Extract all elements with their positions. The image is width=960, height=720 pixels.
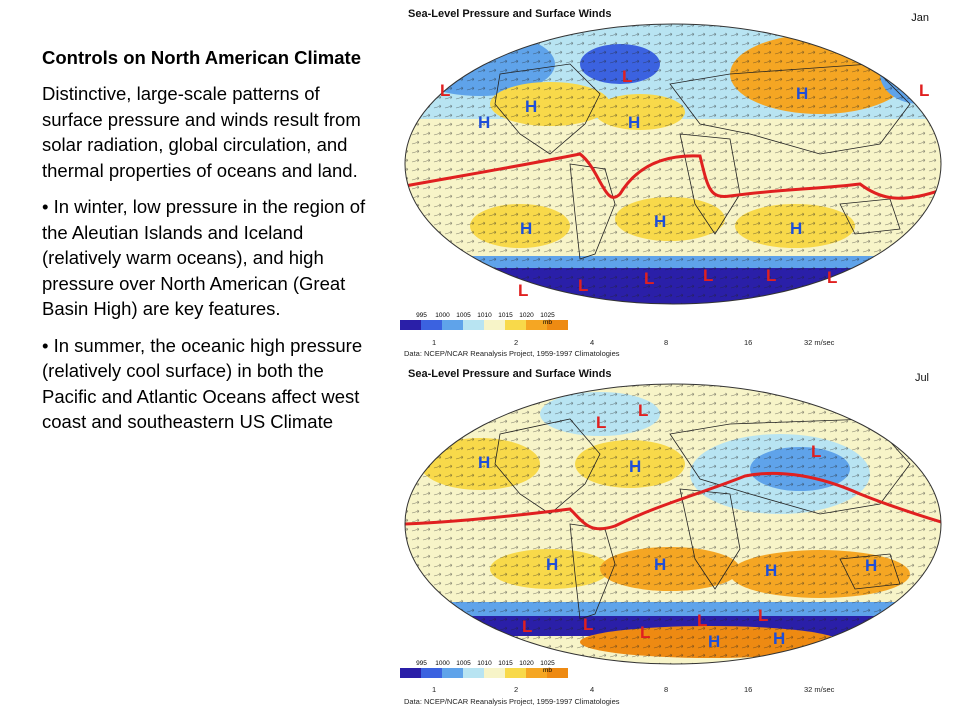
legend-swatch — [505, 320, 526, 330]
low-pressure-label: L — [811, 442, 821, 461]
low-pressure-label: L — [697, 611, 707, 630]
legend-swatch — [547, 668, 568, 678]
high-pressure-label: H — [765, 561, 777, 580]
low-pressure-label: L — [640, 623, 650, 642]
legend-label: 1020 — [519, 312, 534, 319]
high-pressure-label: H — [708, 632, 720, 651]
legend-labels: 995 1000 1005 1010 1015 1020 1025 mb — [411, 312, 558, 326]
legend-swatch — [505, 668, 526, 678]
high-pressure-label: H — [654, 212, 666, 231]
legend-label: 1015 — [498, 660, 513, 667]
legend-swatch — [484, 668, 505, 678]
pressure-color-legend — [400, 668, 568, 678]
low-pressure-label: L — [518, 281, 528, 300]
january-map-figure: L L L H H H H H H H L L L L L L — [404, 23, 942, 305]
high-pressure-label: H — [525, 97, 537, 116]
legend-label: 1015 — [498, 312, 513, 319]
legend-swatch — [400, 668, 421, 678]
january-pressure-marks: L L L H H H H H H H L L L L L L — [440, 67, 929, 300]
high-pressure-label: H — [628, 113, 640, 132]
low-pressure-label: L — [919, 81, 929, 100]
low-pressure-label: L — [827, 268, 837, 287]
vector-scale-label: 2 — [514, 685, 519, 694]
legend-swatch — [463, 320, 484, 330]
legend-swatch — [442, 668, 463, 678]
legend-swatch — [421, 668, 442, 678]
legend-swatch — [400, 320, 421, 330]
july-pressure-map: L L H H L H H H H L L L L L H H Sea-Leve… — [400, 364, 945, 716]
july-pressure-marks: L L H H L H H H H L L L L L H H — [478, 401, 877, 651]
january-pressure-map: L L L H H H H H H H L L L L L L Sea-Leve… — [400, 4, 945, 360]
pressure-color-legend — [400, 320, 568, 330]
vector-scale-label: 1 — [432, 685, 437, 694]
legend-label: 1005 — [456, 660, 471, 667]
july-map-figure: L L H H L H H H H L L L L L H H — [404, 383, 942, 665]
legend-label: 1025 mb — [540, 312, 555, 326]
low-pressure-label: L — [638, 401, 648, 420]
low-pressure-label: L — [596, 413, 606, 432]
low-pressure-label: L — [522, 617, 532, 636]
text-panel: Controls on North American Climate Disti… — [42, 44, 372, 446]
legend-label: 995 — [416, 660, 427, 667]
vector-scale-label: 32 m/sec — [804, 338, 835, 347]
legend-label: 1010 — [477, 660, 492, 667]
data-source: Data: NCEP/NCAR Reanalysis Project, 1959… — [404, 349, 620, 358]
low-pressure-label: L — [440, 81, 450, 100]
vector-scale-label: 16 — [744, 685, 753, 694]
map-month: Jul — [914, 372, 929, 384]
legend-swatch — [526, 320, 547, 330]
high-pressure-label: H — [520, 219, 532, 238]
legend-swatch — [484, 320, 505, 330]
low-pressure-label: L — [622, 67, 632, 86]
legend-label: 995 — [416, 312, 427, 319]
slide-title: Controls on North American Climate — [42, 47, 361, 68]
map-title: Sea-Level Pressure and Surface Winds — [408, 8, 612, 20]
legend-swatch — [547, 320, 568, 330]
high-pressure-label: H — [629, 457, 641, 476]
summer-bullet: • In summer, the oceanic high pressure (… — [42, 334, 363, 433]
legend-label: 1025 mb — [540, 660, 555, 674]
high-pressure-label: H — [654, 555, 666, 574]
vector-scale-label: 16 — [744, 338, 753, 347]
vector-scale-label: 8 — [664, 685, 669, 694]
vector-scale-label: 4 — [590, 685, 595, 694]
vector-scale-label: 8 — [664, 338, 669, 347]
legend-swatch — [421, 320, 442, 330]
low-pressure-label: L — [758, 606, 768, 625]
vector-scale-label: 1 — [432, 338, 437, 347]
high-pressure-label: H — [478, 453, 490, 472]
high-pressure-label: H — [796, 84, 808, 103]
legend-swatch — [526, 668, 547, 678]
legend-label: 1020 — [519, 660, 534, 667]
map-month: Jan — [911, 12, 929, 24]
high-pressure-label: H — [546, 555, 558, 574]
map-title: Sea-Level Pressure and Surface Winds — [408, 368, 612, 380]
legend-swatch — [442, 320, 463, 330]
low-pressure-label: L — [583, 615, 593, 634]
vector-scale-label: 2 — [514, 338, 519, 347]
low-pressure-label: L — [766, 266, 776, 285]
high-pressure-label: H — [773, 629, 785, 648]
vector-scale-label: 32 m/sec — [804, 685, 835, 694]
winter-bullet: • In winter, low pressure in the region … — [42, 196, 366, 319]
high-pressure-label: H — [478, 113, 490, 132]
high-pressure-label: H — [865, 556, 877, 575]
data-source: Data: NCEP/NCAR Reanalysis Project, 1959… — [404, 697, 620, 706]
vector-scale-label: 4 — [590, 338, 595, 347]
low-pressure-label: L — [644, 269, 654, 288]
legend-label: 1000 — [435, 312, 450, 319]
low-pressure-label: L — [578, 276, 588, 295]
legend-label: 1005 — [456, 312, 471, 319]
high-pressure-label: H — [790, 219, 802, 238]
legend-labels: 995 1000 1005 1010 1015 1020 1025 mb — [411, 660, 558, 674]
legend-swatch — [463, 668, 484, 678]
legend-label: 1010 — [477, 312, 492, 319]
intro-paragraph: Distinctive, large-scale patterns of sur… — [42, 83, 361, 181]
legend-label: 1000 — [435, 660, 450, 667]
low-pressure-label: L — [703, 266, 713, 285]
